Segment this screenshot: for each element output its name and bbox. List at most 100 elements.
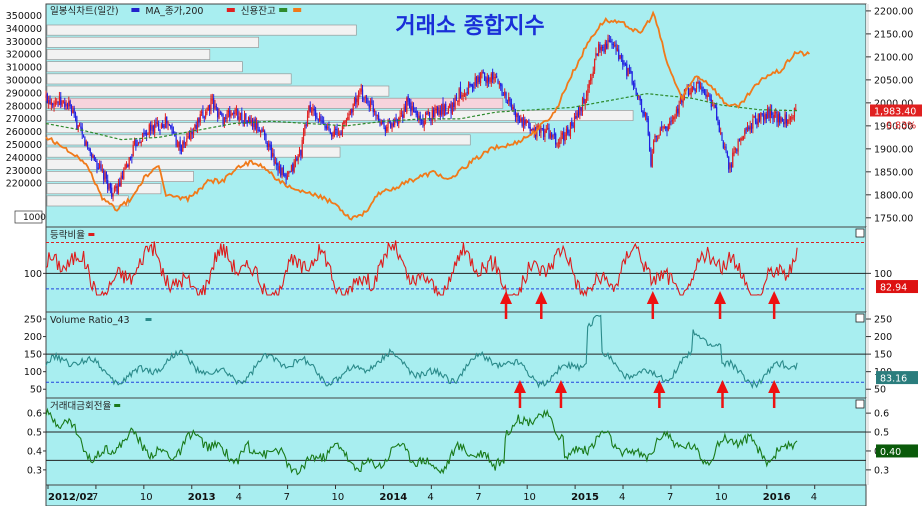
candle-body (538, 127, 541, 133)
left-axis-tick-label: 260000 (6, 127, 42, 138)
last-value-text: 0.40 (880, 447, 901, 458)
candle-body (732, 152, 734, 168)
candle-body (588, 80, 590, 89)
series-line-volume_ratio (45, 314, 798, 390)
candle-body (192, 129, 195, 135)
candle-body (369, 100, 372, 107)
candle-body (721, 133, 723, 141)
candle-body (599, 44, 601, 51)
candle-body (171, 126, 173, 134)
candle-body (729, 163, 731, 168)
candle-body (744, 130, 746, 136)
candle-body (402, 114, 404, 119)
right-axis-tick-label: 150 (874, 350, 892, 361)
candle-body (493, 76, 495, 80)
candle-body (129, 156, 132, 158)
left-axis-tick-label: 270000 (6, 114, 42, 125)
candle-body (167, 122, 169, 125)
candle-body (239, 112, 242, 116)
candle-body (443, 105, 445, 116)
last-value-badge (876, 280, 918, 294)
candle-body (548, 127, 550, 139)
candle-body (776, 111, 778, 123)
candle-body (532, 128, 534, 132)
left-axis-tick-label: 200 (24, 332, 42, 343)
chart-panels: 350000 340000 330000 320000 310000 3000002900… (6, 3, 922, 506)
candle-body (764, 113, 766, 121)
candle-body (459, 87, 462, 99)
candle-body (309, 104, 311, 112)
candle-body (520, 118, 522, 122)
candle-body (640, 99, 643, 110)
candle-body (144, 132, 146, 134)
candle-body (73, 108, 75, 114)
candle-body (394, 119, 396, 125)
volume-profile-bar (46, 24, 357, 36)
candle-body (151, 124, 153, 129)
left-axis-tick-label: 100 (24, 269, 42, 280)
candle-body (426, 112, 428, 115)
candle-body (678, 104, 680, 115)
candle-body (502, 94, 504, 96)
candle-body (525, 119, 527, 124)
candle-body (772, 115, 774, 120)
candle-body (479, 73, 482, 83)
candle-body (709, 94, 711, 100)
candle-body (623, 63, 625, 65)
candle-body (737, 140, 739, 152)
candle-body (740, 138, 742, 141)
candle-body (69, 100, 71, 107)
candle-body (116, 185, 118, 195)
candle-body (414, 110, 416, 113)
candle-body (555, 133, 557, 145)
candle-body (343, 121, 345, 125)
candle-body (496, 76, 498, 78)
candle-body (626, 63, 628, 76)
candle-body (191, 131, 193, 134)
candle-body (712, 105, 714, 107)
candle-body (628, 67, 631, 72)
candle-body (741, 137, 743, 140)
candle-body (603, 48, 605, 51)
candle-body (720, 132, 722, 134)
candle-body (724, 146, 726, 148)
candle-body (378, 115, 380, 121)
candle-body (156, 122, 158, 124)
candle-body (753, 115, 755, 118)
candle-body (674, 114, 676, 119)
right-axis-tick-label: 1800.00 (874, 190, 913, 201)
x-axis-tick-label: 2016 (763, 492, 791, 503)
candle-body (689, 93, 691, 95)
candle-body (646, 112, 648, 120)
candle-body (454, 97, 456, 109)
candle-body (312, 107, 314, 112)
signal-arrow-head (653, 380, 666, 393)
candle-body (745, 128, 747, 131)
candle-body (648, 133, 651, 151)
candle-body (475, 76, 478, 84)
signal-arrow-head (714, 291, 727, 304)
candle-body (137, 143, 140, 145)
candle-body (285, 173, 287, 180)
candle-body (481, 71, 483, 75)
candle-body (104, 173, 106, 182)
left-axis-unit: 1000 (23, 213, 46, 223)
candle-body (121, 175, 124, 179)
candle-body (484, 72, 486, 81)
candle-body (693, 86, 695, 90)
candle-body (416, 114, 419, 119)
candle-body (231, 113, 234, 115)
candle-body (569, 122, 572, 137)
left-axis-tick-label: 0.5 (27, 428, 42, 439)
candle-body (301, 139, 303, 158)
volume-profile-bar (46, 97, 504, 109)
candle-body (521, 117, 523, 126)
left-axis-tick-label: 280000 (6, 101, 42, 112)
candle-body (591, 77, 593, 80)
candle-body (505, 92, 507, 101)
candle-body (229, 110, 231, 117)
right-axis-tick-label: 250 (874, 315, 892, 326)
candle-body (522, 118, 525, 128)
candle-body (53, 105, 55, 107)
